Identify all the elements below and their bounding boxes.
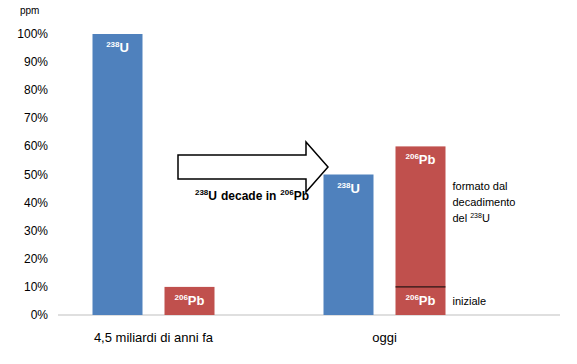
- y-tick-label: 40%: [24, 196, 48, 210]
- bar-segment: [396, 287, 446, 315]
- text-part: decade in: [221, 189, 276, 203]
- y-tick: [54, 258, 58, 259]
- y-tick-label: 100%: [17, 27, 48, 41]
- mass-number: 238: [337, 181, 351, 190]
- text-part: iniziale: [453, 295, 487, 307]
- bars: [93, 34, 446, 315]
- arrow-label: 238Udecade in 206Pb: [195, 188, 309, 203]
- segment-divider: [396, 286, 446, 287]
- mass-number: 206: [406, 293, 420, 302]
- y-tick-label: 70%: [24, 111, 48, 125]
- y-tick: [54, 174, 58, 175]
- bar-label: 206Pb: [406, 293, 436, 308]
- y-tick-label: 10%: [24, 280, 48, 294]
- y-axis-label: ppm: [20, 5, 39, 16]
- y-tick: [54, 118, 58, 119]
- text-part: del: [453, 212, 468, 224]
- chart: ppm 0% 10% 20% 30% 40% 50% 60% 70% 80% 90% 100% 4,5 …: [0, 0, 577, 364]
- mass-number: 238: [106, 40, 120, 49]
- y-tick-label: 30%: [24, 224, 48, 238]
- mass-number: 206: [175, 293, 189, 302]
- labels: 238U206Pb238U206Pbiniziale206Pbformato d…: [106, 40, 515, 308]
- y-tick-label: 80%: [24, 83, 48, 97]
- bar-label: 238U: [337, 181, 360, 196]
- mass-number: 206: [406, 152, 420, 161]
- bar-label: 206Pb: [406, 152, 436, 167]
- text-part: U: [119, 40, 128, 55]
- y-tick-label: 50%: [24, 168, 48, 182]
- text-part: Pb: [419, 293, 436, 308]
- x-tick-label: 4,5 miliardi di anni fa: [94, 330, 214, 345]
- y-tick: [54, 230, 58, 231]
- annotation: del238U: [453, 212, 490, 224]
- y-tick: [54, 146, 58, 147]
- text-part: formato dal: [453, 180, 508, 192]
- arrow: [178, 142, 328, 192]
- x-tick-label: oggi: [372, 330, 397, 345]
- text-part: Pb: [188, 293, 205, 308]
- y-tick: [54, 62, 58, 63]
- text-part: U: [208, 189, 217, 203]
- text-part: decadimento: [453, 196, 516, 208]
- y-tick-label: 90%: [24, 55, 48, 69]
- text-part: Pb: [419, 152, 436, 167]
- y-tick: [54, 34, 58, 35]
- mass-number: 238: [195, 188, 209, 197]
- y-tick: [54, 286, 58, 287]
- annotation: formato dal: [453, 180, 508, 192]
- bar-segment: [324, 175, 374, 316]
- y-tick: [54, 315, 58, 316]
- y-tick-label: 0%: [31, 308, 49, 322]
- y-tick: [54, 90, 58, 91]
- bar-label: 206Pb: [175, 293, 205, 308]
- y-tick: [54, 202, 58, 203]
- bar-segment: [165, 287, 215, 315]
- y-tick-label: 60%: [24, 139, 48, 153]
- bar-segment: [396, 146, 446, 287]
- mass-number: 238: [470, 212, 482, 219]
- bar-segment: [93, 34, 143, 315]
- y-tick-label: 20%: [24, 252, 48, 266]
- mass-number: 206: [280, 188, 294, 197]
- text-part: U: [350, 181, 359, 196]
- annotation: iniziale: [453, 295, 487, 307]
- text-part: Pb: [294, 189, 309, 203]
- text-part: U: [482, 212, 490, 224]
- annotation: decadimento: [453, 196, 516, 208]
- bar-label: 238U: [106, 40, 129, 55]
